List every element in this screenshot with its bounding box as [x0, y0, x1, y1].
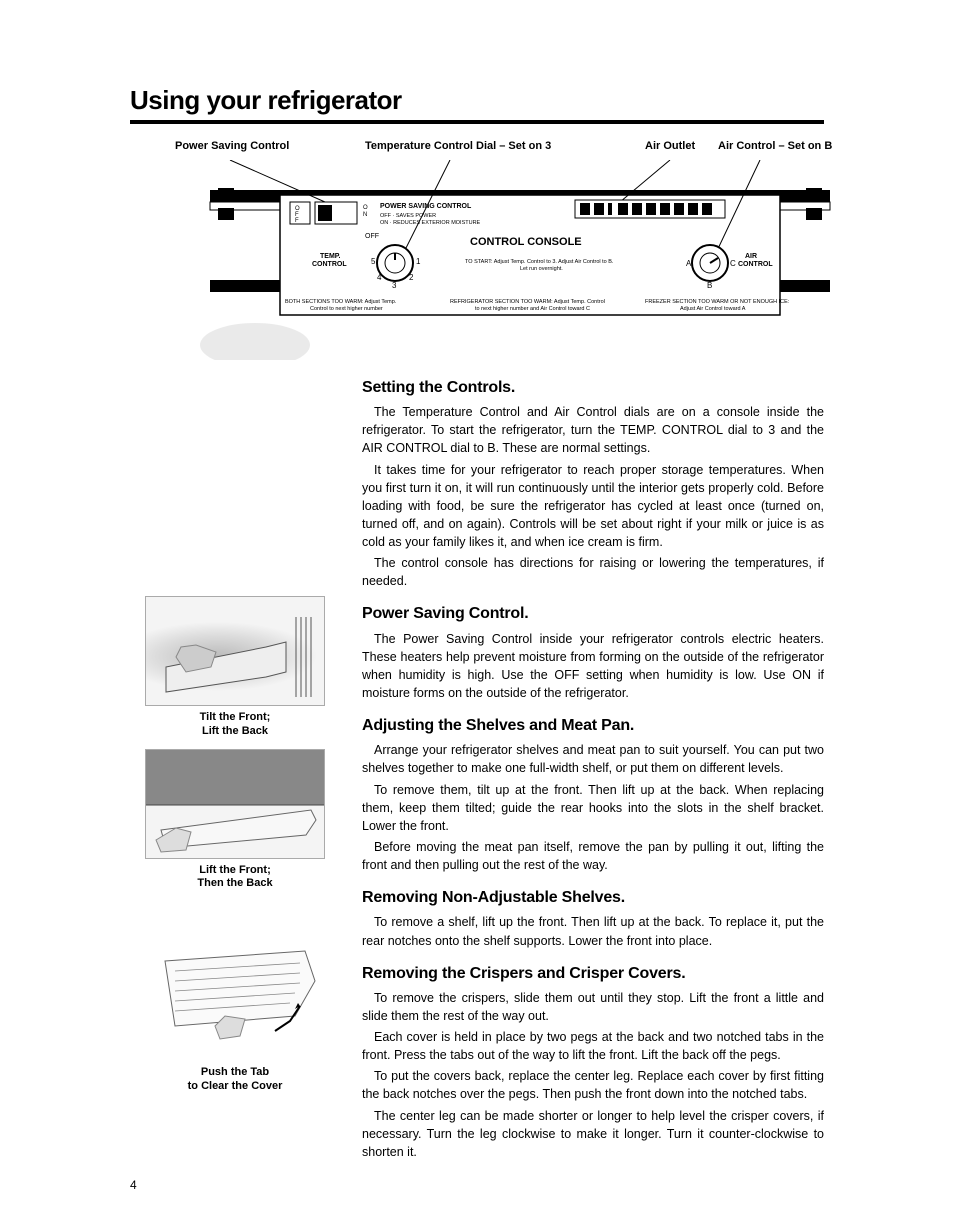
svg-text:N: N	[363, 212, 367, 218]
para: To put the covers back, replace the cent…	[362, 1067, 824, 1103]
figure-3: Push the Tab to Clear the Cover	[145, 931, 325, 1094]
label-air-outlet: Air Outlet	[645, 140, 695, 152]
label-temp-dial: Temperature Control Dial – Set on 3	[365, 140, 551, 152]
figure-3-caption: Push the Tab to Clear the Cover	[145, 1066, 325, 1094]
svg-text:1: 1	[416, 257, 421, 266]
svg-text:ON · REDUCES EXTERIOR MOISTURE: ON · REDUCES EXTERIOR MOISTURE	[380, 220, 481, 226]
figure-2-image	[145, 749, 325, 859]
console-svg: O F F O N POWER SAVING CONTROL OFF · SAV…	[170, 160, 850, 360]
heading-removing-shelves: Removing Non-Adjustable Shelves.	[362, 886, 824, 909]
svg-text:2: 2	[409, 273, 414, 282]
para: To remove the crispers, slide them out u…	[362, 989, 824, 1025]
svg-text:A: A	[686, 259, 692, 268]
figure-2: Lift the Front; Then the Back	[145, 749, 325, 892]
figure-1-image	[145, 596, 325, 706]
svg-text:REFRIGERATOR SECTION TOO WARM:: REFRIGERATOR SECTION TOO WARM: Adjust Te…	[450, 299, 605, 305]
text-column: Setting the Controls. The Temperature Co…	[362, 376, 824, 1164]
para: Before moving the meat pan itself, remov…	[362, 838, 824, 874]
heading-removing-crispers: Removing the Crispers and Crisper Covers…	[362, 962, 824, 985]
svg-text:CONTROL CONSOLE: CONTROL CONSOLE	[470, 236, 582, 248]
heading-power-saving: Power Saving Control.	[362, 602, 824, 625]
para: To remove a shelf, lift up the front. Th…	[362, 913, 824, 949]
content-columns: Tilt the Front; Lift the Back Lift the F…	[130, 376, 824, 1164]
svg-text:F: F	[295, 218, 299, 224]
figure-1: Tilt the Front; Lift the Back	[145, 596, 325, 739]
label-power-saving: Power Saving Control	[175, 140, 289, 152]
para: The Temperature Control and Air Control …	[362, 403, 824, 457]
page-number: 4	[130, 1178, 137, 1192]
control-console-diagram: Power Saving Control Temperature Control…	[170, 146, 850, 366]
svg-text:C: C	[730, 259, 736, 268]
para: The control console has directions for r…	[362, 554, 824, 590]
label-air-control: Air Control – Set on B	[718, 140, 832, 152]
para: Arrange your refrigerator shelves and me…	[362, 741, 824, 777]
figure-3-image	[145, 931, 325, 1061]
figure-1-caption: Tilt the Front; Lift the Back	[145, 711, 325, 739]
svg-text:TEMP.: TEMP.	[320, 253, 341, 260]
svg-text:OFF: OFF	[365, 233, 379, 240]
svg-text:4: 4	[377, 273, 382, 282]
svg-text:FREEZER SECTION TOO WARM OR NO: FREEZER SECTION TOO WARM OR NOT ENOUGH I…	[645, 299, 790, 305]
para: Each cover is held in place by two pegs …	[362, 1028, 824, 1064]
para: It takes time for your refrigerator to r…	[362, 461, 824, 552]
figure-2-caption: Lift the Front; Then the Back	[145, 864, 325, 892]
svg-text:Adjust Air Control toward A: Adjust Air Control toward A	[680, 306, 746, 312]
heading-adjusting-shelves: Adjusting the Shelves and Meat Pan.	[362, 714, 824, 737]
svg-text:AIR: AIR	[745, 253, 757, 260]
svg-text:to next higher number and Air: to next higher number and Air Control to…	[475, 306, 590, 312]
svg-text:CONTROL: CONTROL	[312, 261, 347, 268]
svg-text:TO START: Adjust Temp. Control: TO START: Adjust Temp. Control to 3. Adj…	[465, 259, 614, 265]
page-title: Using your refrigerator	[130, 85, 824, 124]
svg-text:3: 3	[392, 281, 397, 290]
svg-text:CONTROL: CONTROL	[738, 261, 773, 268]
svg-text:Control to next higher number: Control to next higher number	[310, 306, 383, 312]
svg-text:O: O	[363, 205, 368, 211]
svg-text:BOTH SECTIONS TOO WARM: Adjust: BOTH SECTIONS TOO WARM: Adjust Temp.	[285, 299, 397, 305]
svg-text:B: B	[707, 281, 712, 290]
svg-text:5: 5	[371, 257, 376, 266]
para: The Power Saving Control inside your ref…	[362, 630, 824, 703]
figure-column: Tilt the Front; Lift the Back Lift the F…	[130, 376, 340, 1094]
heading-setting-controls: Setting the Controls.	[362, 376, 824, 399]
svg-text:Let run overnight.: Let run overnight.	[520, 266, 563, 272]
svg-text:OFF · SAVES POWER: OFF · SAVES POWER	[380, 213, 436, 219]
para: The center leg can be made shorter or lo…	[362, 1107, 824, 1161]
para: To remove them, tilt up at the front. Th…	[362, 781, 824, 835]
